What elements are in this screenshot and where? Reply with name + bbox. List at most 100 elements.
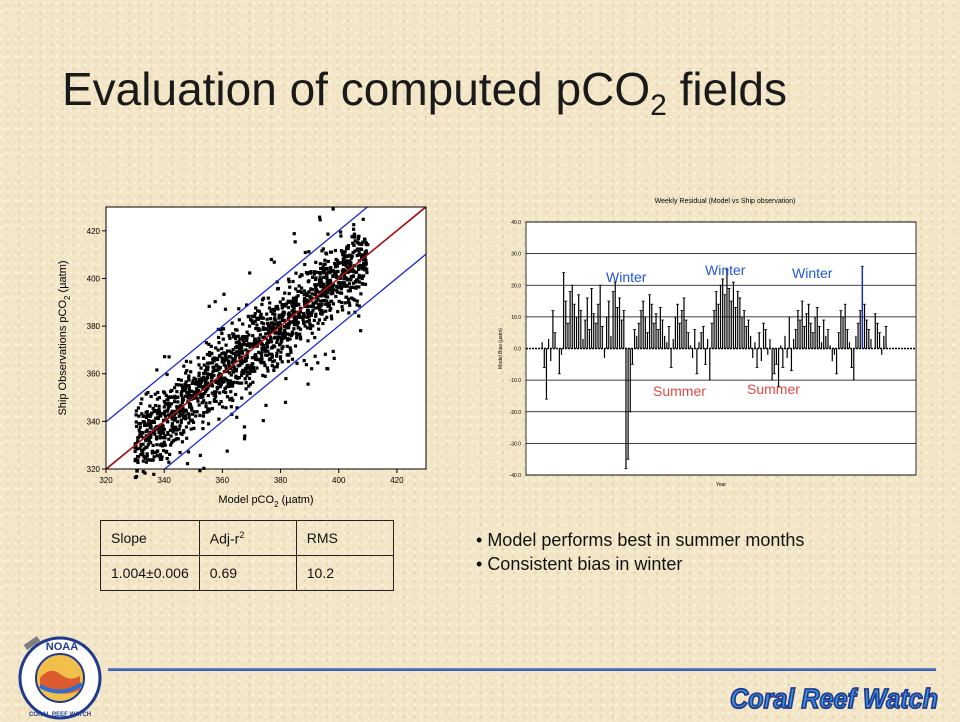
scatter-point [339, 300, 344, 305]
scatter-point [197, 371, 201, 375]
scatter-point [288, 320, 292, 324]
scatter-point [220, 331, 224, 336]
scatter-point [180, 393, 184, 397]
header-adj-r2: Adj-r2 [198, 520, 297, 556]
scatter-point [240, 396, 244, 400]
scatter-point [335, 288, 339, 293]
scatter-point [187, 421, 191, 425]
scatter-point [278, 320, 282, 324]
scatter-point [255, 366, 259, 370]
scatter-point [214, 364, 218, 368]
scatter-point [280, 360, 284, 364]
scatter-point [248, 345, 252, 349]
scatter-point [286, 305, 291, 310]
scatter-point [340, 305, 344, 309]
scatter-point [251, 334, 255, 338]
scatter-point [149, 412, 153, 417]
scatter-point [314, 277, 318, 282]
scatter-point [253, 357, 258, 361]
scatter-point [185, 390, 189, 395]
scatter-outlier [255, 323, 259, 327]
scatter-point [324, 309, 328, 313]
scatter-point [224, 358, 229, 362]
scatter-point [170, 417, 174, 421]
scatter-outlier [269, 257, 273, 262]
scatter-point [362, 254, 366, 258]
scatter-point [179, 378, 183, 382]
scatter-point [189, 404, 193, 409]
scatter-point [235, 350, 239, 354]
scatter-point [254, 355, 258, 359]
scatter-point [161, 448, 166, 453]
scatter-point [220, 356, 224, 360]
scatter-point [331, 291, 335, 295]
scatter-point [268, 323, 272, 328]
scatter-point [251, 321, 256, 325]
scatter-point [269, 309, 273, 313]
scatter-outlier [357, 304, 361, 308]
scatter-point [237, 350, 242, 354]
scatter-point [275, 340, 279, 345]
scatter-point [329, 306, 333, 311]
slide-title: Evaluation of computed pCO2 fields [62, 63, 787, 123]
scatter-point [224, 364, 228, 368]
scatter-point [196, 382, 200, 386]
scatter-point [266, 324, 270, 328]
scatter-point [269, 321, 273, 325]
scatter-point [147, 435, 151, 439]
scatter-point [248, 382, 253, 386]
scatter-point [170, 422, 174, 426]
scatter-point [270, 329, 275, 334]
scatter-point [283, 304, 287, 308]
svg-text:Coral Reef Watch: Coral Reef Watch [730, 683, 938, 714]
scatter-point [208, 407, 212, 411]
scatter-point [277, 343, 282, 347]
scatter-point [361, 264, 365, 268]
scatter-point [162, 440, 166, 444]
scatter-point [355, 303, 359, 307]
scatter-point [240, 343, 245, 347]
scatter-point [159, 455, 163, 459]
scatter-point [252, 342, 256, 347]
scatter-outlier [155, 397, 160, 401]
scatter-point [295, 303, 299, 307]
scatter-point [224, 343, 228, 347]
scatter-outlier [298, 332, 302, 336]
scatter-point [257, 336, 261, 340]
scatter-point [246, 315, 250, 319]
scatter-point [234, 354, 238, 359]
scatter-point [274, 305, 278, 309]
scatter-outlier [316, 361, 320, 365]
scatter-point [202, 356, 206, 360]
scatter-point [181, 416, 185, 420]
scatter-point [329, 269, 334, 273]
scatter-point [282, 310, 286, 315]
scatter-point [174, 425, 178, 429]
scatter-point [268, 331, 272, 335]
scatter-point [283, 291, 287, 295]
scatter-point [308, 323, 313, 327]
scatter-point [268, 326, 273, 330]
x-tick-label: 380 [274, 476, 288, 485]
scatter-point [317, 318, 322, 322]
scatter-point [203, 369, 207, 373]
scatter-point [299, 286, 304, 290]
scatter-point [292, 317, 296, 322]
scatter-point [138, 446, 142, 450]
scatter-point [245, 365, 250, 370]
scatter-point [228, 398, 232, 402]
scatter-point [253, 337, 258, 341]
scatter-outlier [322, 262, 326, 267]
scatter-point [262, 360, 266, 364]
scatter-point [324, 275, 328, 279]
scatter-outlier [225, 449, 229, 453]
scatter-point [359, 265, 363, 269]
scatter-point [335, 284, 339, 288]
scatter-point [251, 366, 256, 370]
scatter-point [342, 274, 346, 278]
scatter-outlier [169, 389, 173, 393]
scatter-point [210, 375, 214, 379]
scatter-outlier [359, 329, 363, 333]
scatter-point [218, 353, 222, 358]
scatter-point [245, 343, 250, 348]
